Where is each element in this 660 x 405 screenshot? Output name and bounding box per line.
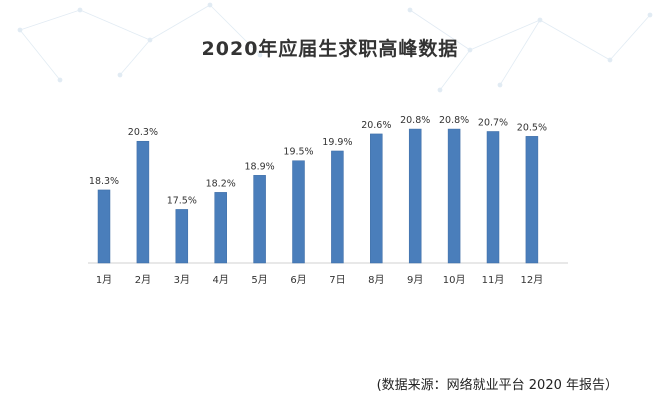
bar-11 <box>486 131 500 264</box>
x-tick-label-5: 5月 <box>251 274 267 286</box>
chart-title: 2020年应届生求职高峰数据 <box>201 38 459 60</box>
bar-3 <box>175 209 189 264</box>
x-tick-label-11: 11月 <box>482 274 505 286</box>
data-label-8: 20.6% <box>361 120 391 131</box>
bar-12 <box>525 136 539 264</box>
x-tick-label-6: 6月 <box>290 274 306 286</box>
data-label-4: 18.2% <box>206 178 236 189</box>
x-tick-label-3: 3月 <box>174 274 190 286</box>
data-label-9: 20.8% <box>400 115 430 126</box>
data-label-1: 18.3% <box>89 176 119 187</box>
x-tick-label-7: 7日 <box>329 275 345 286</box>
data-label-6: 19.5% <box>283 147 313 158</box>
source-note: (数据来源：网络就业平台 2020 年报告） <box>376 378 618 393</box>
bar-9 <box>408 128 422 264</box>
data-label-5: 18.9% <box>245 161 275 172</box>
background-network-pattern <box>17 2 653 93</box>
data-label-2: 20.3% <box>128 127 158 138</box>
data-label-12: 20.5% <box>517 122 547 133</box>
data-label-7: 19.9% <box>322 137 352 148</box>
data-label-3: 17.5% <box>167 195 197 206</box>
bar-7 <box>331 150 344 264</box>
data-label-11: 20.7% <box>478 117 508 128</box>
bar-5 <box>253 175 266 264</box>
bar-8 <box>370 133 383 264</box>
data-label-10: 20.8% <box>439 115 469 126</box>
x-tick-label-8: 8月 <box>368 274 384 286</box>
x-tick-label-12: 12月 <box>521 274 544 286</box>
x-tick-label-9: 9月 <box>407 274 423 286</box>
bar-6 <box>292 160 305 264</box>
bar-10 <box>447 128 461 264</box>
x-tick-label-4: 4月 <box>213 274 229 286</box>
bar-4 <box>214 192 227 264</box>
x-tick-label-10: 10月 <box>443 274 466 286</box>
x-tick-label-1: 1月 <box>96 274 112 286</box>
bar-2 <box>136 140 150 264</box>
x-tick-label-2: 2月 <box>135 274 151 286</box>
bar-1 <box>97 189 111 264</box>
